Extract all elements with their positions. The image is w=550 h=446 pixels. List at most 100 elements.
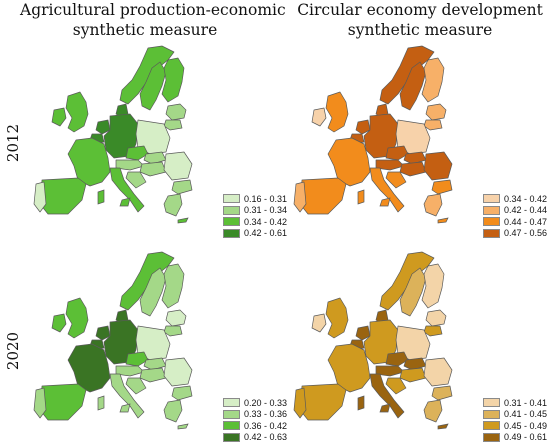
legend-label: 0.42 - 0.61 xyxy=(244,228,288,239)
country-uk xyxy=(65,297,89,339)
country-se xyxy=(139,267,167,317)
country-uk xyxy=(325,91,349,133)
country-gr xyxy=(163,399,183,423)
legend-swatch xyxy=(483,421,500,431)
country-pt xyxy=(293,181,307,213)
country-sk xyxy=(403,151,427,165)
country-it xyxy=(369,373,405,419)
country-gr xyxy=(423,193,443,217)
country-ro xyxy=(163,357,193,387)
country-it xyxy=(369,167,405,213)
country-ie xyxy=(51,107,67,127)
country-hu xyxy=(399,367,427,383)
country-es xyxy=(39,383,87,421)
country-nl xyxy=(95,325,111,341)
country-fi xyxy=(161,57,185,103)
legend-item: 0.34 - 0.42 xyxy=(483,193,547,205)
island-0 xyxy=(379,403,391,413)
legend-agricultural-2020: 0.20 - 0.33 0.33 - 0.36 0.36 - 0.42 0.42 - … xyxy=(223,397,287,443)
title-agricultural-line-1: Agricultural production-economic xyxy=(20,1,286,19)
country-cz xyxy=(385,145,409,161)
row-label-2020: 2020 xyxy=(4,331,22,371)
country-lt xyxy=(163,119,183,131)
country-nl xyxy=(95,119,111,135)
legend-item: 0.33 - 0.36 xyxy=(223,409,287,421)
row-label-2012: 2012 xyxy=(4,123,22,163)
legend-swatch xyxy=(223,409,240,419)
legend-label: 0.49 - 0.61 xyxy=(504,432,548,443)
country-fi xyxy=(421,57,445,103)
country-balt xyxy=(165,309,187,327)
country-cz xyxy=(125,351,149,367)
country-ro xyxy=(423,151,453,181)
legend-item: 0.36 - 0.42 xyxy=(223,420,287,432)
country-at xyxy=(115,365,145,377)
title-circular-line-2: synthetic measure xyxy=(347,21,493,39)
legend-item: 0.16 - 0.31 xyxy=(223,193,287,205)
country-bg xyxy=(431,385,453,401)
legend-swatch xyxy=(223,421,240,431)
island-1 xyxy=(97,395,105,411)
legend-item: 0.45 - 0.49 xyxy=(483,420,547,432)
country-es xyxy=(299,177,347,215)
legend-swatch xyxy=(223,194,240,204)
country-sk xyxy=(143,151,167,165)
title-agricultural: Agricultural production-economic synthet… xyxy=(20,0,286,40)
country-sk xyxy=(403,357,427,371)
legend-item: 0.49 - 0.61 xyxy=(483,432,547,444)
legend-label: 0.31 - 0.41 xyxy=(504,397,548,408)
country-it xyxy=(109,373,145,419)
legend-swatch xyxy=(483,217,500,227)
country-de xyxy=(363,319,399,365)
legend-swatch xyxy=(483,432,500,442)
country-cz xyxy=(125,145,149,161)
country-bg xyxy=(431,179,453,195)
country-hu xyxy=(139,367,167,383)
legend-item: 0.31 - 0.34 xyxy=(223,205,287,217)
legend-swatch xyxy=(483,205,500,215)
country-lt xyxy=(423,119,443,131)
country-nl xyxy=(355,325,371,341)
legend-label: 0.16 - 0.31 xyxy=(244,193,288,204)
country-hu xyxy=(399,161,427,177)
island-2 xyxy=(437,217,449,224)
map-circular-2020 xyxy=(293,251,453,430)
island-0 xyxy=(379,197,391,207)
country-uk xyxy=(65,91,89,133)
legend-swatch xyxy=(483,228,500,238)
country-de xyxy=(103,113,139,159)
legend-item: 0.34 - 0.42 xyxy=(223,216,287,228)
country-hr xyxy=(385,377,407,395)
country-hr xyxy=(125,171,147,189)
legend-item: 0.41 - 0.45 xyxy=(483,409,547,421)
legend-item: 0.44 - 0.47 xyxy=(483,216,547,228)
country-it xyxy=(109,167,145,213)
legend-label: 0.41 - 0.45 xyxy=(504,409,548,420)
country-sk xyxy=(143,357,167,371)
country-fr xyxy=(327,343,371,393)
legend-swatch xyxy=(223,432,240,442)
country-pt xyxy=(33,181,47,213)
legend-swatch xyxy=(483,398,500,408)
map-agricultural-2012 xyxy=(33,45,193,224)
country-se xyxy=(399,267,427,317)
country-bg xyxy=(171,179,193,195)
legend-label: 0.34 - 0.42 xyxy=(504,193,548,204)
legend-item: 0.42 - 0.44 xyxy=(483,205,547,217)
country-ie xyxy=(311,313,327,333)
country-lt xyxy=(423,325,443,337)
title-circular-economy: Circular economy development synthetic m… xyxy=(295,0,545,40)
island-1 xyxy=(357,189,365,205)
island-2 xyxy=(177,423,189,430)
country-de xyxy=(363,113,399,159)
country-ie xyxy=(51,313,67,333)
country-at xyxy=(375,159,405,171)
country-fi xyxy=(161,263,185,309)
country-se xyxy=(399,61,427,111)
legend-label: 0.42 - 0.63 xyxy=(244,432,288,443)
legend-label: 0.45 - 0.49 xyxy=(504,420,548,431)
country-hr xyxy=(125,377,147,395)
legend-circular-2020: 0.31 - 0.41 0.41 - 0.45 0.45 - 0.49 0.49 - … xyxy=(483,397,547,443)
legend-label: 0.47 - 0.56 xyxy=(504,228,548,239)
country-ro xyxy=(163,151,193,181)
